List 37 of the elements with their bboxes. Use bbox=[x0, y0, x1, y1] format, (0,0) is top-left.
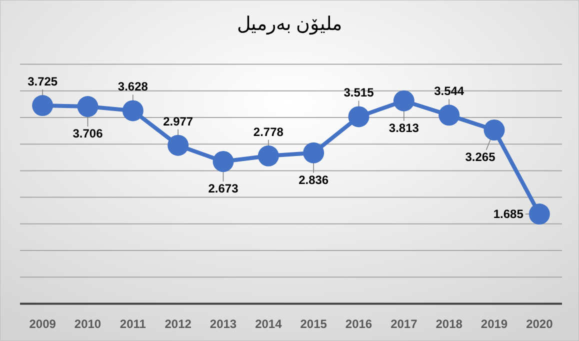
data-label: 3.706 bbox=[72, 126, 104, 141]
x-tick-label: 2017 bbox=[390, 317, 418, 331]
point bbox=[32, 95, 54, 116]
data-label: 1.685 bbox=[493, 207, 524, 222]
data-label: 3.628 bbox=[118, 80, 148, 94]
point bbox=[528, 204, 550, 225]
point bbox=[212, 150, 234, 172]
point bbox=[393, 90, 414, 112]
point bbox=[77, 96, 98, 118]
x-tick-label: 2020 bbox=[526, 317, 554, 331]
point bbox=[303, 142, 324, 164]
point bbox=[122, 100, 144, 122]
data-label: 2.836 bbox=[298, 172, 329, 187]
x-tick-label: 2014 bbox=[255, 317, 282, 331]
data-label: 3.515 bbox=[344, 86, 374, 100]
data-label: 3.725 bbox=[28, 74, 58, 89]
point bbox=[258, 145, 279, 166]
x-tick-label: 2018 bbox=[436, 317, 463, 331]
point bbox=[168, 134, 189, 156]
x-tick-label: 2019 bbox=[480, 317, 508, 331]
x-tick-label: 2015 bbox=[300, 317, 328, 331]
point bbox=[484, 120, 505, 140]
x-tick-label: 2013 bbox=[210, 317, 237, 331]
x-tick-label: 2016 bbox=[345, 317, 372, 331]
data-label: 2.977 bbox=[163, 114, 194, 128]
point bbox=[438, 104, 460, 126]
x-tick-label: 2011 bbox=[120, 317, 146, 331]
x-tick-label: 2010 bbox=[74, 317, 102, 331]
x-tick-label: 2009 bbox=[29, 317, 56, 331]
point bbox=[348, 106, 370, 128]
chart-title: مليۆن بەرميل bbox=[236, 14, 342, 35]
data-label: 3.544 bbox=[434, 84, 464, 98]
data-label: 2.778 bbox=[253, 124, 284, 139]
data-label: 3.265 bbox=[465, 150, 496, 164]
x-tick-label: 2012 bbox=[164, 317, 192, 331]
data-label: 3.813 bbox=[388, 120, 420, 135]
data-label: 2.673 bbox=[208, 181, 239, 196]
